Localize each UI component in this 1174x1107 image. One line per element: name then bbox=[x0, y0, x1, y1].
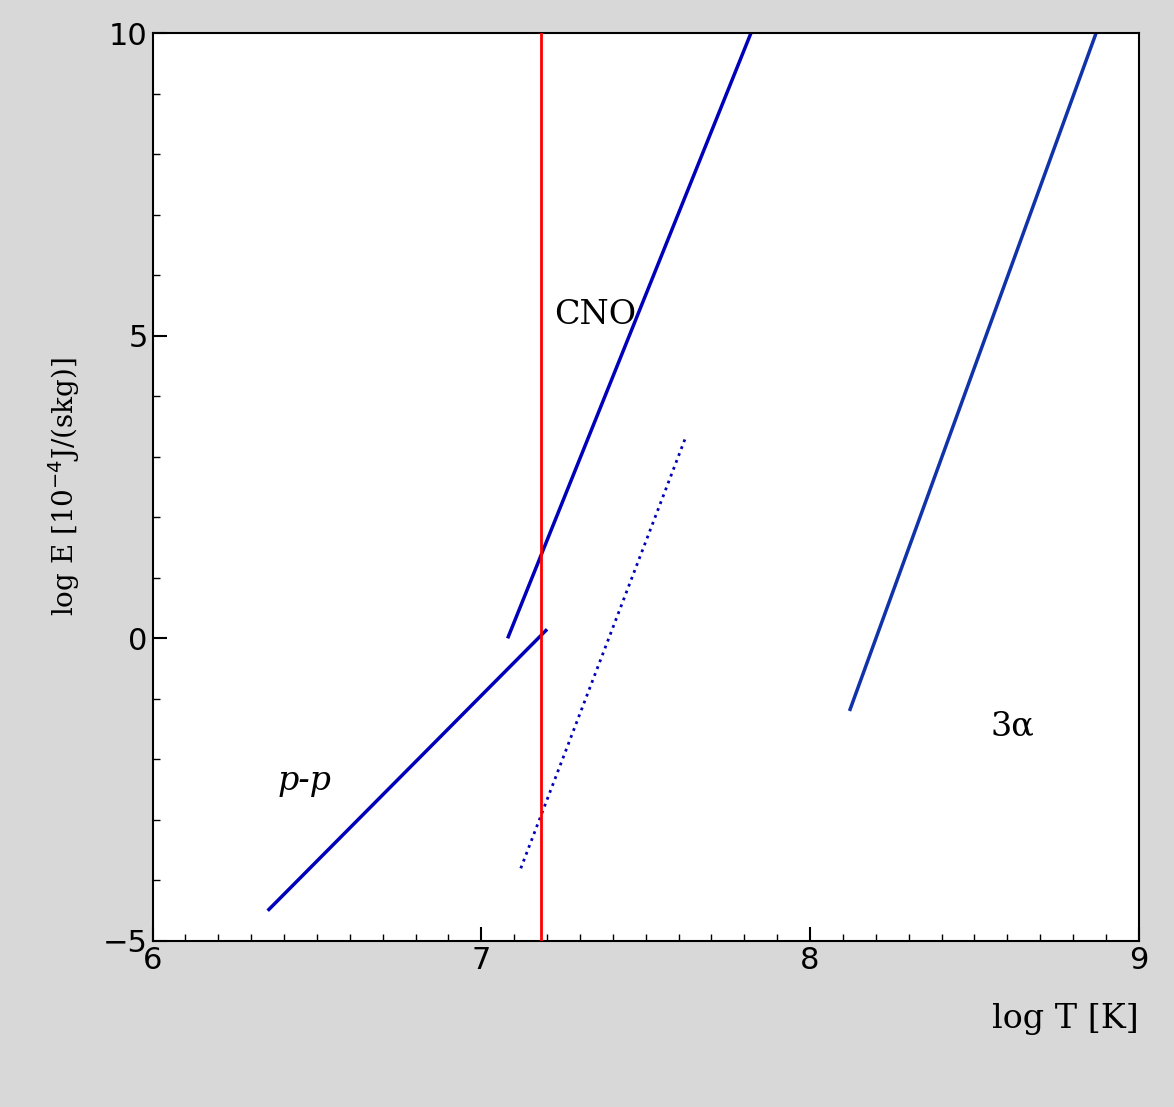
X-axis label: log T [K]: log T [K] bbox=[992, 1003, 1139, 1035]
Text: 3α: 3α bbox=[991, 711, 1034, 742]
Y-axis label: log E [10$^{-4}$J/(skg)]: log E [10$^{-4}$J/(skg)] bbox=[46, 358, 82, 617]
Text: p-p: p-p bbox=[277, 765, 331, 797]
Text: CNO: CNO bbox=[554, 299, 636, 331]
